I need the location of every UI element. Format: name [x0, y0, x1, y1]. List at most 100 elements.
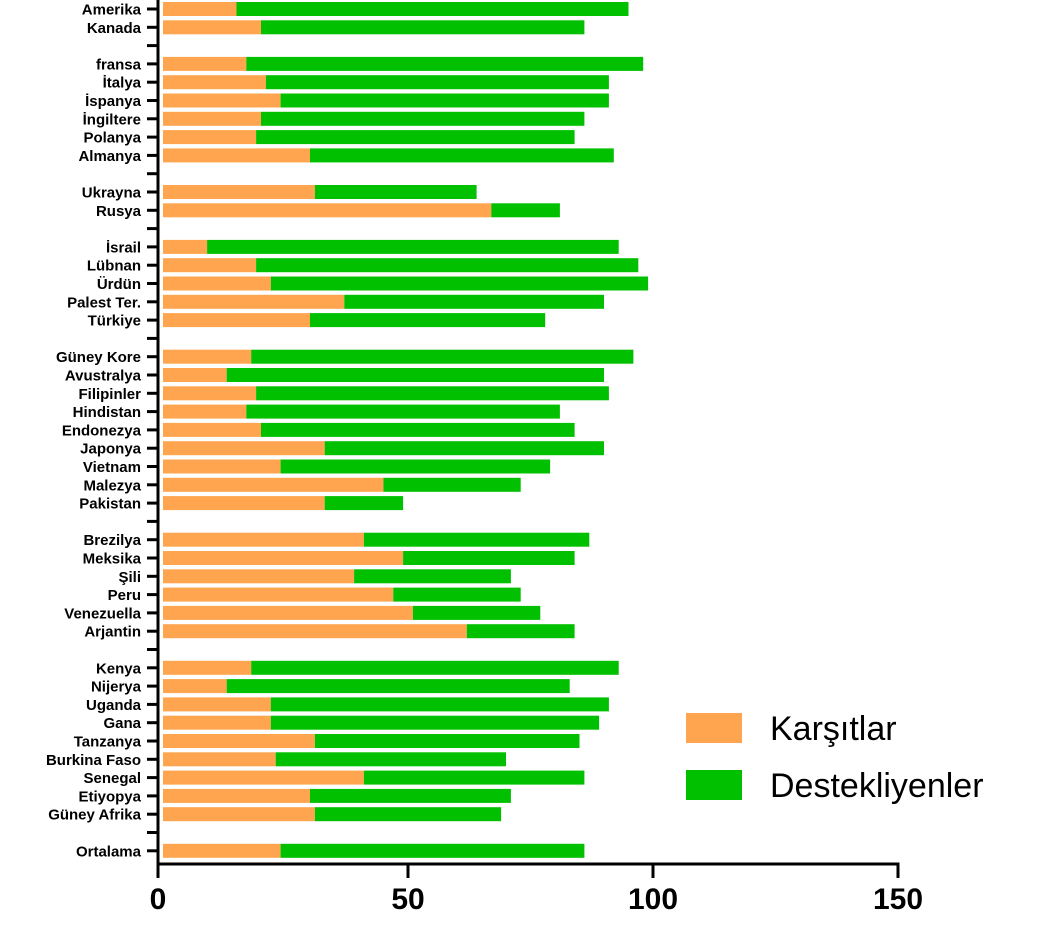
x-tick-label: 100 — [628, 883, 678, 916]
bar-karsitlar — [163, 2, 237, 16]
bar-destekliyenler — [363, 532, 590, 547]
bar-karsitlar — [163, 75, 266, 90]
bar-karsitlar — [163, 386, 257, 401]
bar-karsitlar — [163, 477, 384, 492]
category-label: fransa — [96, 56, 142, 73]
category-label: Kenya — [96, 660, 142, 677]
legend-swatch-karsitlar — [686, 713, 742, 743]
bar-destekliyenler — [466, 624, 575, 639]
bar-destekliyenler — [314, 734, 580, 748]
bar-destekliyenler — [280, 843, 585, 858]
bar-karsitlar — [163, 349, 252, 364]
bar-destekliyenler — [226, 368, 604, 382]
category-label: Kanada — [87, 20, 142, 37]
axes-group — [147, 0, 900, 878]
category-label: İngiltere — [83, 111, 141, 128]
bar-karsitlar — [163, 843, 281, 858]
bar-destekliyenler — [324, 441, 604, 456]
bar-destekliyenler — [256, 386, 609, 401]
category-label: Tanzanya — [74, 734, 142, 751]
bar-karsitlar — [163, 788, 310, 803]
bar-karsitlar — [163, 532, 364, 547]
category-label: Polanya — [83, 130, 141, 147]
bar-destekliyenler — [261, 111, 585, 126]
bar-karsitlar — [163, 111, 261, 126]
category-label: Avustralya — [65, 368, 142, 385]
bar-karsitlar — [163, 496, 325, 511]
bar-destekliyenler — [344, 294, 604, 309]
bar-destekliyenler — [261, 422, 575, 437]
bar-karsitlar — [163, 422, 261, 437]
bar-destekliyenler — [354, 569, 511, 584]
bar-destekliyenler — [491, 203, 560, 218]
category-label: Şili — [118, 569, 141, 586]
category-label: Burkina Faso — [46, 752, 141, 769]
legend-swatch-destekliyenler — [686, 770, 742, 800]
bar-karsitlar — [163, 734, 315, 748]
bar-karsitlar — [163, 20, 261, 35]
category-label: Güney Kore — [56, 349, 141, 366]
category-label: Senegal — [83, 770, 141, 787]
bar-karsitlar — [163, 93, 281, 108]
category-label: Uganda — [86, 697, 142, 714]
category-label: Peru — [108, 587, 141, 604]
legend: Karşıtlar Destekliyenler — [686, 710, 984, 805]
bar-karsitlar — [163, 276, 271, 291]
bar-karsitlar — [163, 404, 247, 419]
category-label: Rusya — [96, 203, 142, 220]
category-label: Amerika — [82, 2, 142, 19]
category-label: İspanya — [85, 93, 142, 110]
category-label: İtalya — [103, 75, 142, 92]
bar-destekliyenler — [310, 148, 614, 163]
category-label: Almanya — [78, 148, 141, 165]
category-label: Filipinler — [78, 386, 141, 403]
bar-karsitlar — [163, 569, 355, 584]
bar-destekliyenler — [270, 697, 609, 712]
bar-destekliyenler — [261, 20, 585, 35]
bar-destekliyenler — [270, 276, 649, 291]
bar-destekliyenler — [251, 349, 634, 364]
category-label: Güney Afrika — [48, 807, 141, 824]
bar-karsitlar — [163, 294, 345, 309]
bar-karsitlar — [163, 587, 394, 602]
bar-destekliyenler — [324, 496, 404, 511]
category-label: Arjantin — [84, 624, 141, 641]
bar-destekliyenler — [310, 313, 546, 328]
bar-karsitlar — [163, 660, 252, 675]
bar-destekliyenler — [256, 130, 575, 145]
category-label: Vietnam — [83, 459, 141, 476]
x-tick-label: 50 — [391, 883, 424, 916]
bar-destekliyenler — [265, 75, 609, 90]
bar-destekliyenler — [226, 679, 570, 694]
bar-karsitlar — [163, 807, 315, 822]
bar-karsitlar — [163, 368, 227, 382]
bar-karsitlar — [163, 130, 257, 145]
category-label: Brezilya — [83, 532, 141, 549]
bar-destekliyenler — [363, 770, 585, 785]
category-label: Hindistan — [73, 404, 141, 421]
category-label: İsrail — [106, 239, 141, 256]
bar-destekliyenler — [236, 2, 629, 16]
bar-destekliyenler — [256, 258, 639, 273]
x-tick-labels-group: 0 50 100 150 — [150, 883, 923, 916]
bar-karsitlar — [163, 56, 247, 71]
category-label: Etiyopya — [78, 788, 141, 805]
bar-karsitlar — [163, 752, 276, 767]
x-tick-label: 0 — [150, 883, 167, 916]
category-label: Ürdün — [97, 276, 141, 293]
bar-destekliyenler — [412, 605, 541, 620]
bar-destekliyenler — [310, 788, 511, 803]
bar-karsitlar — [163, 185, 315, 199]
category-label: Nijerya — [91, 679, 142, 696]
category-label: Endonezya — [62, 422, 142, 439]
bar-karsitlar — [163, 148, 310, 163]
bar-destekliyenler — [246, 56, 644, 71]
bar-karsitlar — [163, 715, 271, 730]
category-label: Meksika — [83, 551, 142, 568]
bar-destekliyenler — [280, 459, 551, 474]
bar-destekliyenler — [270, 715, 600, 730]
bar-karsitlar — [163, 258, 257, 273]
category-label: Ortalama — [76, 843, 142, 860]
